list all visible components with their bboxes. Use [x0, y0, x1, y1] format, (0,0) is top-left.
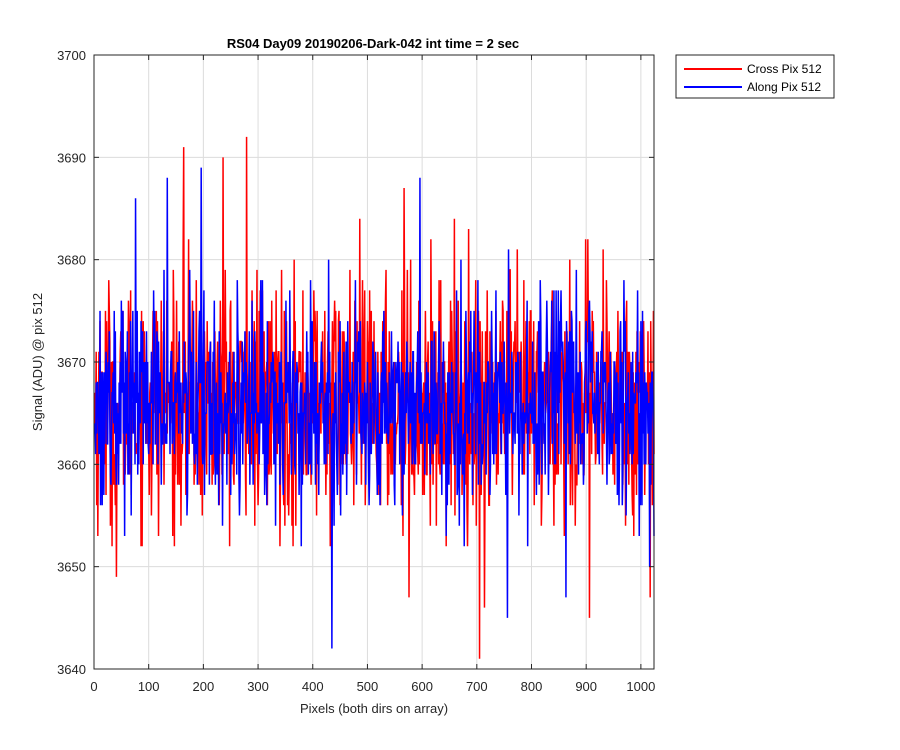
legend-label-cross: Cross Pix 512 — [747, 62, 822, 76]
y-tick-label: 3650 — [57, 560, 86, 575]
y-tick-label: 3680 — [57, 253, 86, 268]
series-layer — [93, 136, 655, 659]
chart-title: RS04 Day09 20190206-Dark-042 int time = … — [227, 36, 519, 51]
y-axis-label: Signal (ADU) @ pix 512 — [30, 293, 45, 431]
series-line-along — [93, 167, 655, 649]
legend: Cross Pix 512 Along Pix 512 — [675, 54, 835, 99]
x-tick-label: 600 — [411, 679, 433, 694]
legend-box — [675, 54, 835, 99]
x-tick-label: 800 — [521, 679, 543, 694]
x-tick-label: 1000 — [626, 679, 655, 694]
y-tick-label: 3690 — [57, 150, 86, 165]
y-tick-label: 3700 — [57, 48, 86, 63]
y-tick-label: 3640 — [57, 662, 86, 677]
x-tick-label: 900 — [575, 679, 597, 694]
legend-label-along: Along Pix 512 — [747, 80, 821, 94]
y-tick-label: 3660 — [57, 457, 86, 472]
y-tick-label: 3670 — [57, 355, 86, 370]
x-tick-label: 200 — [193, 679, 215, 694]
x-tick-label: 300 — [247, 679, 269, 694]
y-axis: 3640 3650 3660 3670 3680 3690 3700 — [57, 48, 654, 677]
plot-area: 0 100 200 300 400 500 600 700 800 900 1000 3640 365… — [57, 48, 655, 694]
x-tick-label: 0 — [90, 679, 97, 694]
x-tick-label: 400 — [302, 679, 324, 694]
x-tick-label: 100 — [138, 679, 160, 694]
x-tick-label: 500 — [357, 679, 379, 694]
x-tick-label: 700 — [466, 679, 488, 694]
x-axis: 0 100 200 300 400 500 600 700 800 900 1000 — [90, 55, 655, 694]
x-axis-label: Pixels (both dirs on array) — [300, 701, 448, 716]
